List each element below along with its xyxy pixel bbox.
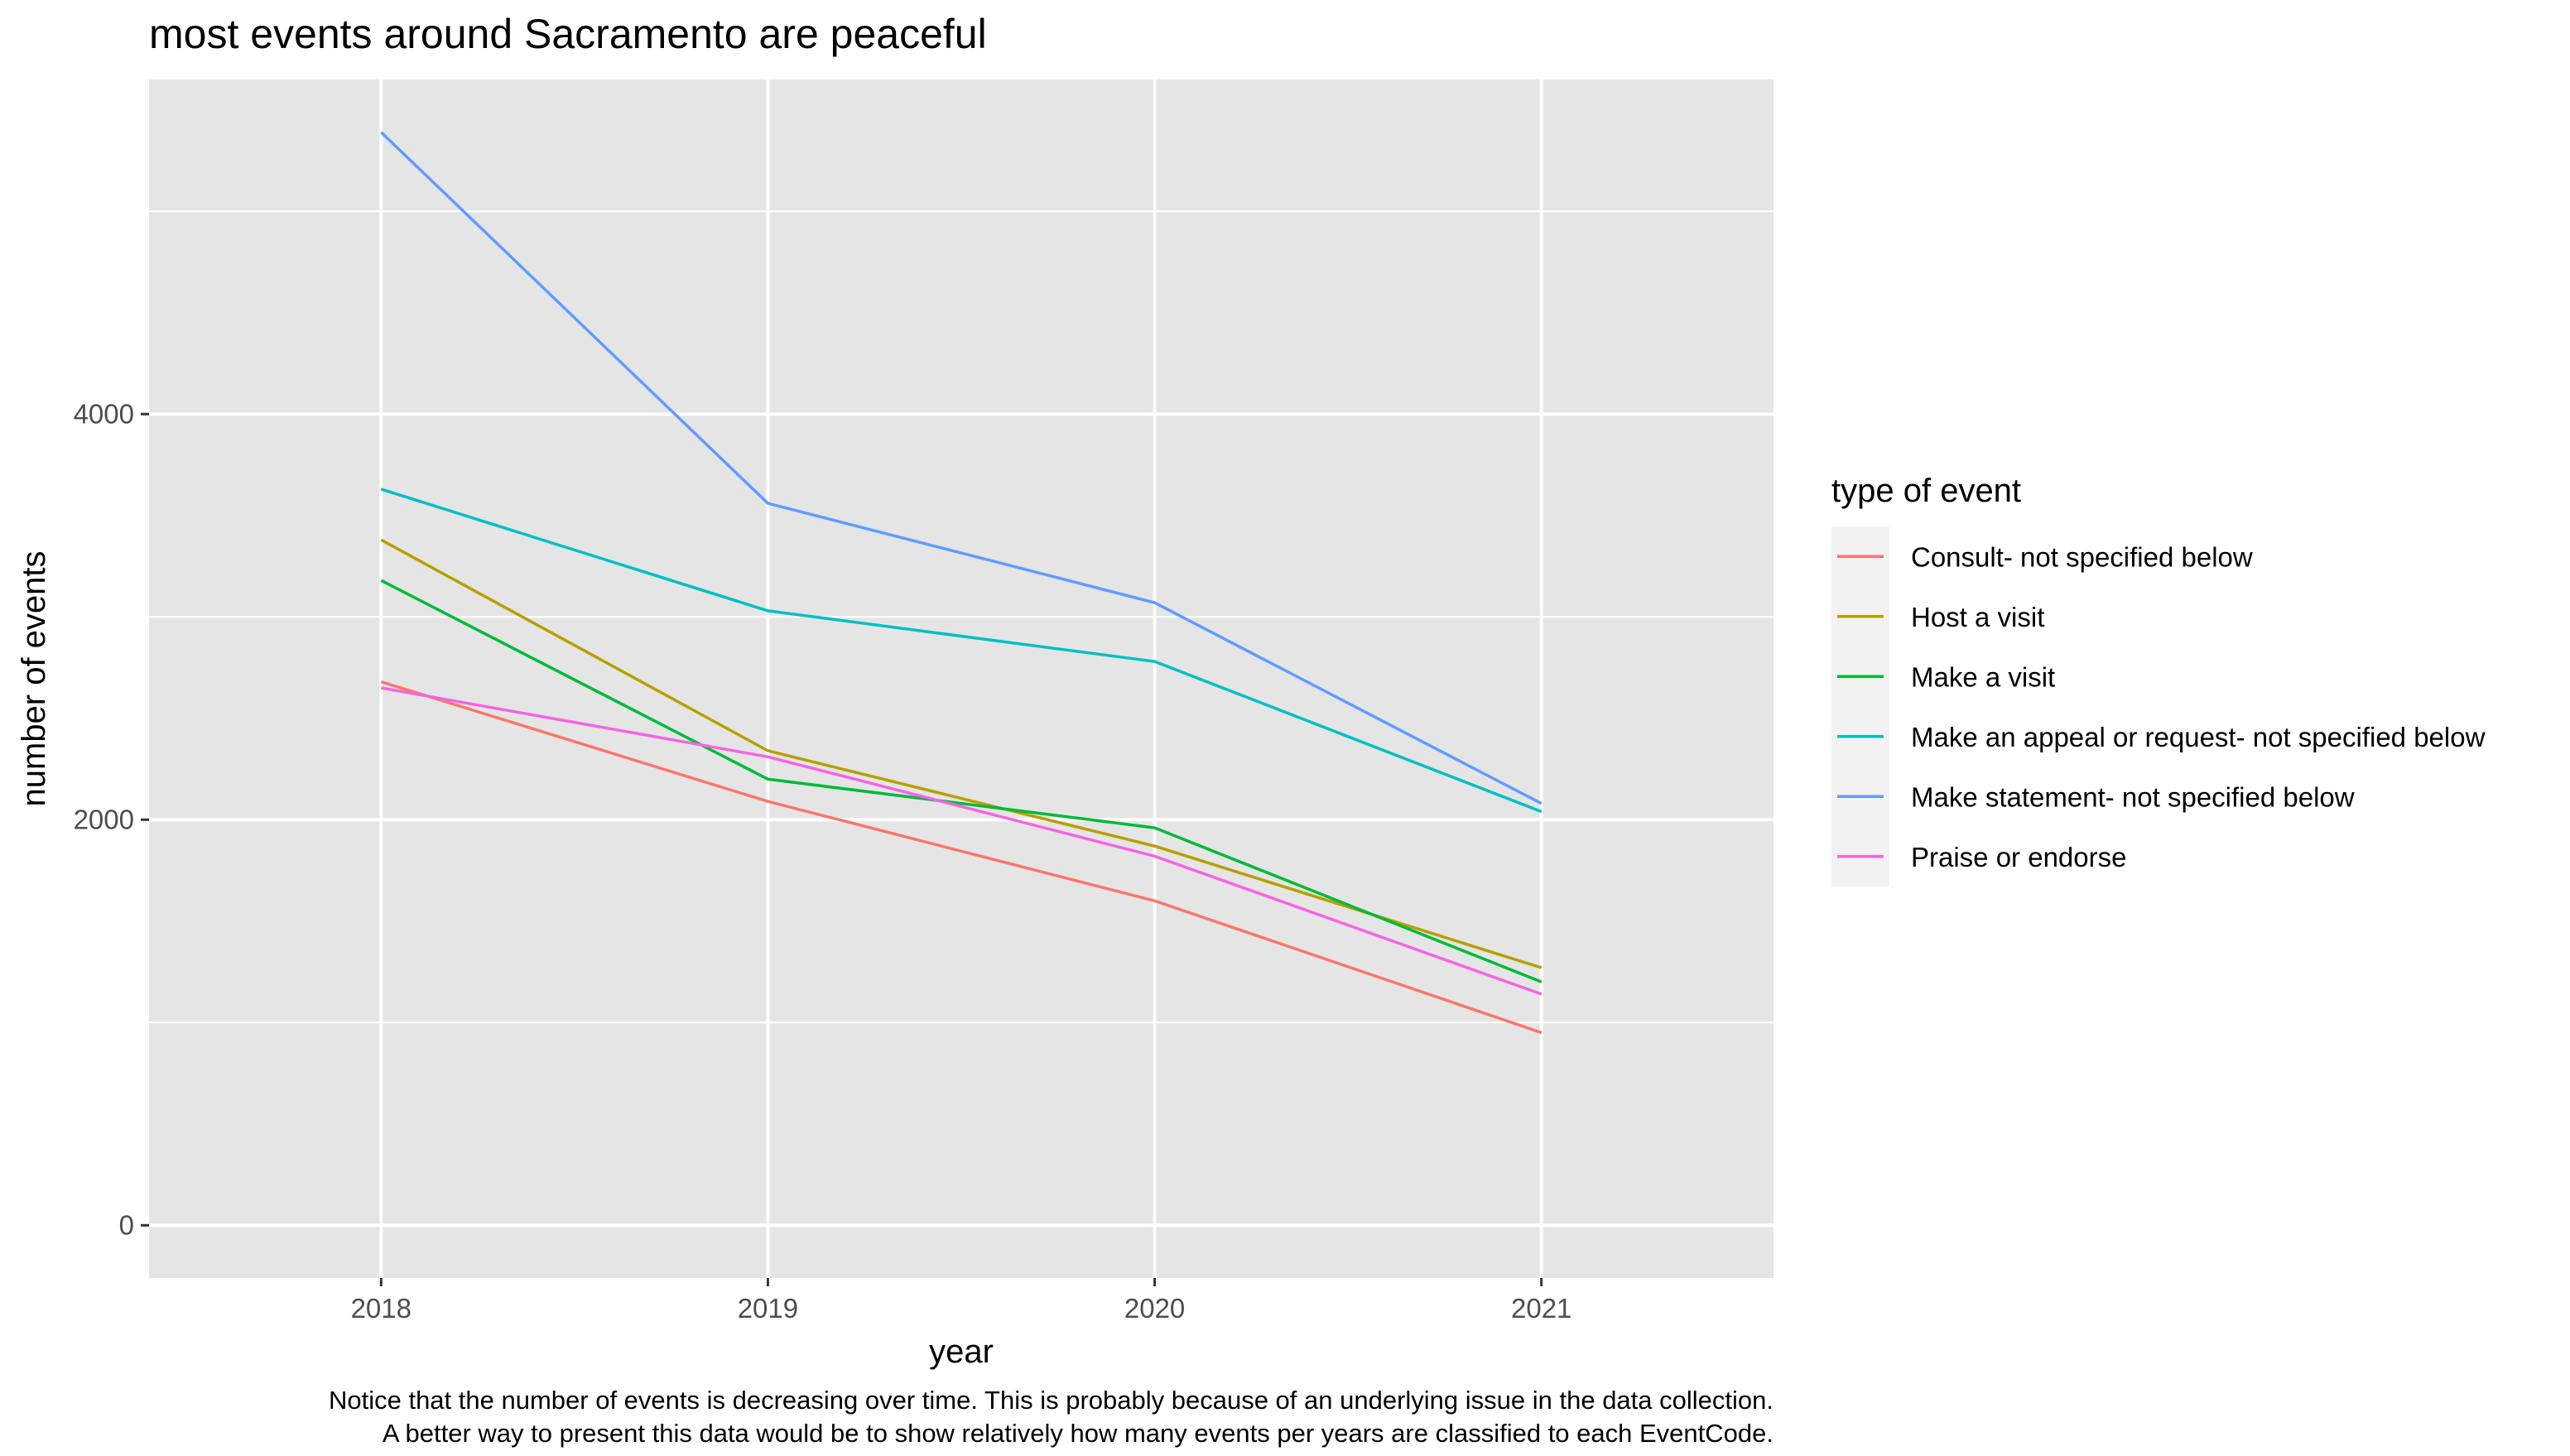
series-line [380,488,1542,814]
series-line [380,680,1542,1035]
caption-line-2: A better way to present this data would … [383,1419,1773,1448]
series-lines [380,131,1542,1035]
legend-label: Make a visit [1911,661,2055,692]
x-tick-label: 2021 [1511,1293,1571,1324]
plot-panel [149,79,1773,1278]
chart-title: most events around Sacramento are peacef… [149,11,987,57]
legend-label: Make an appeal or request- not specified… [1911,722,2486,752]
legend-label: Host a visit [1911,602,2044,632]
y-tick-label: 4000 [74,398,134,429]
x-tick-label: 2018 [351,1293,411,1324]
series-line [380,131,1542,805]
series-line [380,686,1542,996]
legend-label: Consult- not specified below [1911,541,2253,572]
x-axis: 2018 2019 2020 2021 [351,1278,1571,1324]
legend-title: type of event [1831,473,2021,509]
legend-label: Make statement- not specified below [1911,781,2355,812]
y-axis-title: number of events [16,550,52,806]
x-tick-label: 2020 [1124,1293,1185,1324]
legend: type of event Consult- not specified bel… [1831,473,2486,887]
series-line [380,538,1542,969]
series-line [380,579,1542,983]
y-tick-label: 0 [119,1209,134,1240]
y-axis: 0 2000 4000 [74,398,149,1240]
grid-lines [149,79,1773,1278]
x-tick-label: 2019 [738,1293,798,1324]
x-axis-title: year [929,1333,994,1370]
y-tick-label: 2000 [74,804,134,834]
legend-label: Praise or endorse [1911,842,2126,872]
caption-line-1: Notice that the number of events is decr… [329,1386,1773,1415]
